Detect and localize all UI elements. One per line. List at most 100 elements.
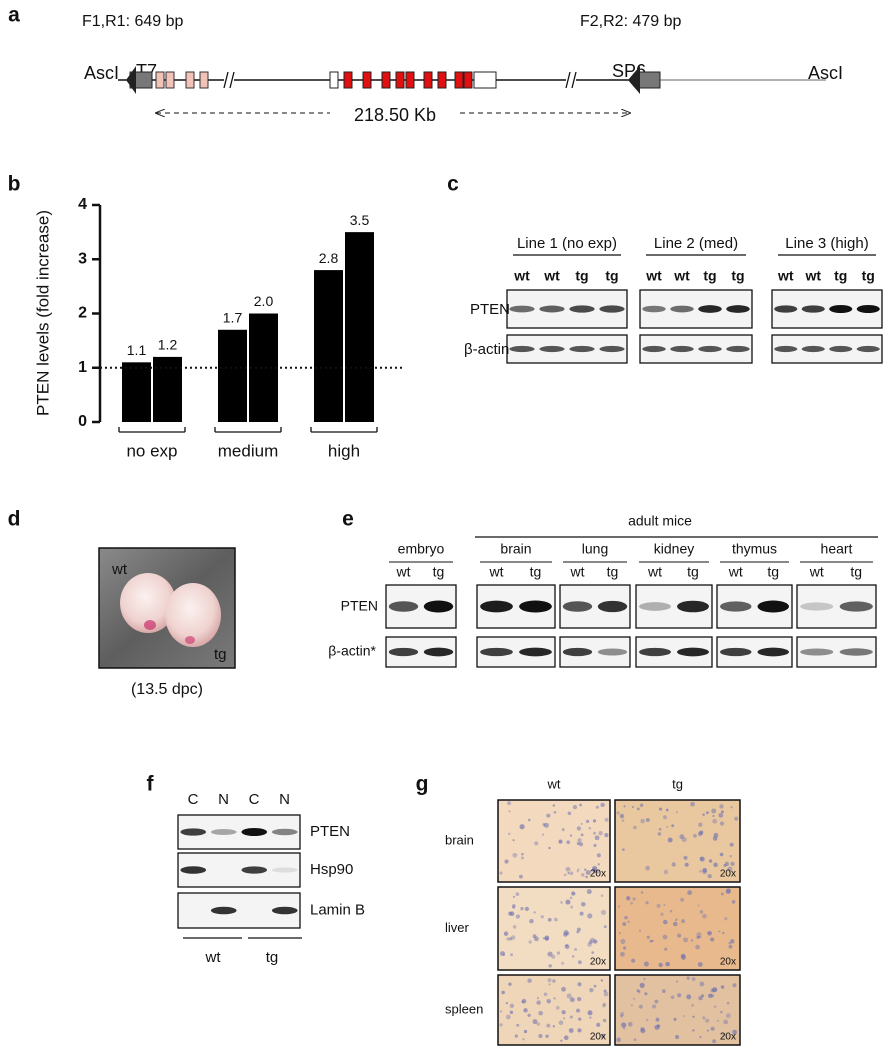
exon bbox=[343, 71, 353, 89]
nucleus bbox=[665, 961, 670, 967]
band bbox=[519, 647, 552, 657]
nucleus bbox=[499, 1023, 503, 1027]
nucleus bbox=[712, 987, 718, 993]
row-label: PTEN bbox=[310, 823, 350, 840]
nucleus bbox=[509, 1010, 514, 1014]
nucleus bbox=[553, 997, 556, 1000]
band bbox=[726, 345, 750, 353]
nucleus bbox=[543, 822, 549, 828]
bar-value-label: 1.1 bbox=[127, 342, 147, 358]
nucleus bbox=[569, 834, 573, 837]
nucleus bbox=[586, 889, 592, 895]
nucleus bbox=[729, 854, 733, 858]
micrograph-frame bbox=[497, 886, 611, 971]
nucleus bbox=[555, 1005, 560, 1010]
nucleus bbox=[639, 982, 645, 988]
exon bbox=[423, 71, 433, 89]
nucleus bbox=[600, 979, 604, 982]
nucleus bbox=[508, 810, 511, 813]
nucleus bbox=[662, 919, 668, 925]
band bbox=[801, 305, 825, 313]
nucleus bbox=[588, 940, 593, 945]
embryo-heart bbox=[144, 620, 156, 630]
nucleus bbox=[686, 994, 692, 1000]
nucleus bbox=[580, 822, 583, 825]
nucleus bbox=[718, 813, 724, 818]
bar bbox=[249, 313, 278, 422]
nucleus bbox=[720, 810, 724, 814]
embryo bbox=[165, 583, 221, 647]
nucleus bbox=[699, 856, 705, 862]
nucleus bbox=[671, 824, 675, 828]
nucleus bbox=[581, 901, 586, 907]
nucleus bbox=[671, 862, 676, 867]
bar-value-label: 1.7 bbox=[223, 309, 243, 325]
nucleus bbox=[675, 918, 678, 922]
nucleus bbox=[712, 1039, 717, 1044]
exon-white bbox=[329, 71, 339, 89]
lane-label: wt bbox=[673, 268, 690, 284]
nucleus bbox=[600, 909, 607, 915]
nucleus bbox=[506, 937, 510, 941]
nucleus bbox=[619, 813, 625, 819]
lane-label: wt bbox=[728, 564, 743, 580]
nucleus bbox=[643, 977, 646, 981]
utr-box bbox=[155, 71, 165, 89]
band bbox=[388, 647, 419, 657]
nucleus bbox=[543, 992, 548, 997]
y-tick-label: 4 bbox=[78, 196, 87, 213]
band bbox=[423, 600, 454, 613]
nucleus bbox=[720, 985, 725, 989]
nucleus bbox=[509, 911, 515, 917]
band bbox=[480, 647, 513, 657]
nucleus bbox=[547, 917, 552, 922]
nucleus bbox=[673, 921, 678, 927]
nucleus bbox=[704, 1018, 710, 1023]
nucleus bbox=[593, 984, 597, 988]
nucleus bbox=[631, 805, 634, 808]
row-label: brain bbox=[445, 832, 474, 847]
lane-label: tg bbox=[767, 564, 779, 580]
band bbox=[539, 345, 565, 353]
nucleus bbox=[621, 819, 625, 822]
nucleus bbox=[521, 856, 524, 860]
nucleus bbox=[571, 891, 576, 896]
nucleus bbox=[567, 872, 570, 875]
nucleus bbox=[622, 848, 625, 851]
x-tick-label: medium bbox=[218, 441, 278, 460]
band bbox=[569, 305, 595, 313]
nucleus bbox=[560, 901, 563, 904]
nucleus bbox=[523, 1008, 528, 1013]
panel-letter: b bbox=[8, 173, 21, 196]
utr-box bbox=[185, 71, 195, 89]
lane-label: tg bbox=[850, 564, 862, 580]
nucleus bbox=[719, 852, 724, 857]
primer-label: F2,R2: 479 bp bbox=[580, 13, 682, 30]
nucleus bbox=[501, 990, 505, 995]
nucleus bbox=[577, 838, 582, 843]
nucleus bbox=[547, 978, 552, 983]
nucleus bbox=[636, 807, 640, 811]
nucleus bbox=[677, 933, 682, 938]
nucleus bbox=[546, 998, 551, 1004]
nucleus bbox=[577, 1028, 582, 1033]
micrograph bbox=[615, 975, 740, 1045]
nucleus bbox=[683, 937, 688, 943]
nucleus bbox=[591, 951, 595, 954]
group-label: wt bbox=[205, 949, 222, 966]
embryo bbox=[120, 573, 176, 633]
band bbox=[642, 305, 666, 313]
nucleus bbox=[691, 1004, 694, 1007]
nucleus bbox=[587, 1010, 593, 1016]
x-tick-label: high bbox=[328, 441, 360, 460]
nucleus bbox=[508, 911, 513, 916]
micrograph bbox=[498, 800, 610, 882]
nucleus bbox=[702, 913, 707, 919]
band bbox=[726, 305, 750, 313]
nucleus bbox=[699, 936, 702, 939]
band bbox=[670, 345, 694, 353]
y-tick-label: 1 bbox=[78, 359, 87, 376]
nucleus bbox=[524, 906, 530, 912]
nucleus bbox=[528, 940, 532, 944]
nucleus bbox=[542, 937, 545, 940]
